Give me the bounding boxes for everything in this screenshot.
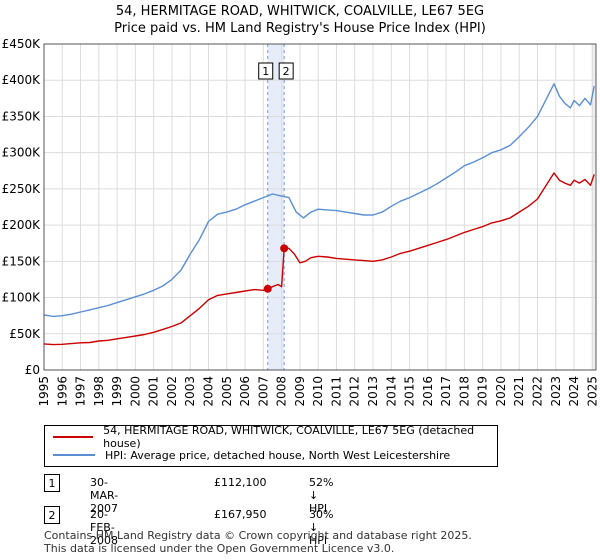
- x-tick-label: 2005: [220, 376, 234, 407]
- forecast-shade: [591, 44, 596, 370]
- x-tick-label: 1995: [37, 376, 51, 407]
- x-tick-label: 2024: [567, 376, 581, 407]
- sale-point: [280, 244, 289, 253]
- x-tick-label: 2008: [275, 376, 289, 407]
- transaction-price: £112,100: [214, 476, 267, 489]
- y-tick-label: £100K: [2, 291, 42, 305]
- x-tick-label: 1998: [92, 376, 106, 407]
- y-tick-label: £300K: [2, 146, 42, 160]
- annotation-label: 2: [283, 65, 290, 78]
- plot-frame: [43, 43, 597, 371]
- chart-legend: 54, HERMITAGE ROAD, WHITWICK, COALVILLE,…: [44, 424, 498, 467]
- chart-title-line2: Price paid vs. HM Land Registry's House …: [114, 21, 486, 36]
- y-tick-label: £350K: [2, 109, 42, 123]
- annotation-label: 1: [262, 65, 269, 78]
- transaction-badge: 2: [44, 506, 60, 524]
- legend-item-property: 54, HERMITAGE ROAD, WHITWICK, COALVILLE,…: [53, 424, 497, 450]
- x-tick-label: 2007: [256, 376, 270, 407]
- y-tick-label: £50K: [9, 327, 41, 341]
- x-tick-label: 2004: [202, 376, 216, 407]
- price-chart: 1 2 £0 £50K £100K £150K £200K £250K £300K £350K £…: [2, 37, 600, 407]
- x-tick-label: 2017: [439, 376, 453, 407]
- transaction-price: £167,950: [214, 508, 267, 521]
- legend-swatch-hpi: [53, 454, 95, 456]
- x-tick-label: 2009: [293, 376, 307, 407]
- annotation-box: [278, 62, 294, 80]
- legend-label-hpi: HPI: Average price, detached house, Nort…: [105, 448, 451, 462]
- x-tick-label: 2022: [531, 376, 545, 407]
- transaction-hpi-diff: 52% ↓ HPI: [309, 476, 334, 515]
- x-tick-label: 2000: [128, 376, 142, 407]
- x-tick-label: 2003: [183, 376, 197, 407]
- plot-area: [44, 44, 596, 370]
- y-tick-label: £150K: [2, 254, 42, 268]
- footer-licence: This data is licensed under the Open Gov…: [44, 542, 395, 555]
- transaction-date: 20-FEB-2008: [90, 508, 118, 547]
- y-tick-label: £200K: [2, 218, 42, 232]
- x-tick-label: 2023: [549, 376, 563, 407]
- legend-label-property: 54, HERMITAGE ROAD, WHITWICK, COALVILLE,…: [103, 424, 475, 450]
- x-tick-label: 1997: [74, 376, 88, 407]
- x-tick-label: 1996: [55, 376, 69, 407]
- x-tick-label: 2025: [585, 376, 599, 407]
- sale-period-shade: [267, 44, 285, 370]
- x-tick-label: 2016: [421, 376, 435, 407]
- x-tick-label: 2001: [147, 376, 161, 407]
- y-tick-label: £450K: [2, 37, 42, 51]
- y-tick-label: £0: [25, 363, 40, 377]
- x-tick-label: 2015: [403, 376, 417, 407]
- chart-title-line1: 54, HERMITAGE ROAD, WHITWICK, COALVILLE,…: [115, 4, 485, 19]
- x-tick-label: 2013: [366, 376, 380, 407]
- x-tick-label: 2020: [494, 376, 508, 407]
- legend-swatch-property: [53, 436, 94, 438]
- sale-point: [263, 284, 272, 293]
- x-tick-label: 2018: [457, 376, 471, 407]
- annotation-box: [258, 62, 274, 80]
- legend-item-hpi: HPI: Average price, detached house, Nort…: [53, 447, 450, 463]
- series-line-property: [43, 172, 595, 346]
- x-tick-label: 2021: [512, 376, 526, 407]
- x-tick-label: 2012: [348, 376, 362, 407]
- footer-copyright: Contains HM Land Registry data © Crown c…: [44, 529, 472, 542]
- y-tick-label: £250K: [2, 182, 42, 196]
- x-tick-label: 2014: [384, 376, 398, 407]
- x-tick-label: 2006: [238, 376, 252, 407]
- transaction-date: 30-MAR-2007: [90, 476, 119, 515]
- x-tick-label: 2010: [311, 376, 325, 407]
- y-tick-label: £400K: [2, 73, 42, 87]
- transaction-hpi-diff: 30% ↓ HPI: [309, 508, 334, 547]
- transaction-badge: 1: [44, 474, 60, 492]
- series-line-hpi: [43, 83, 595, 318]
- x-tick-label: 2011: [329, 376, 343, 407]
- x-tick-label: 2019: [476, 376, 490, 407]
- x-tick-label: 2002: [165, 376, 179, 407]
- x-tick-label: 1999: [110, 376, 124, 407]
